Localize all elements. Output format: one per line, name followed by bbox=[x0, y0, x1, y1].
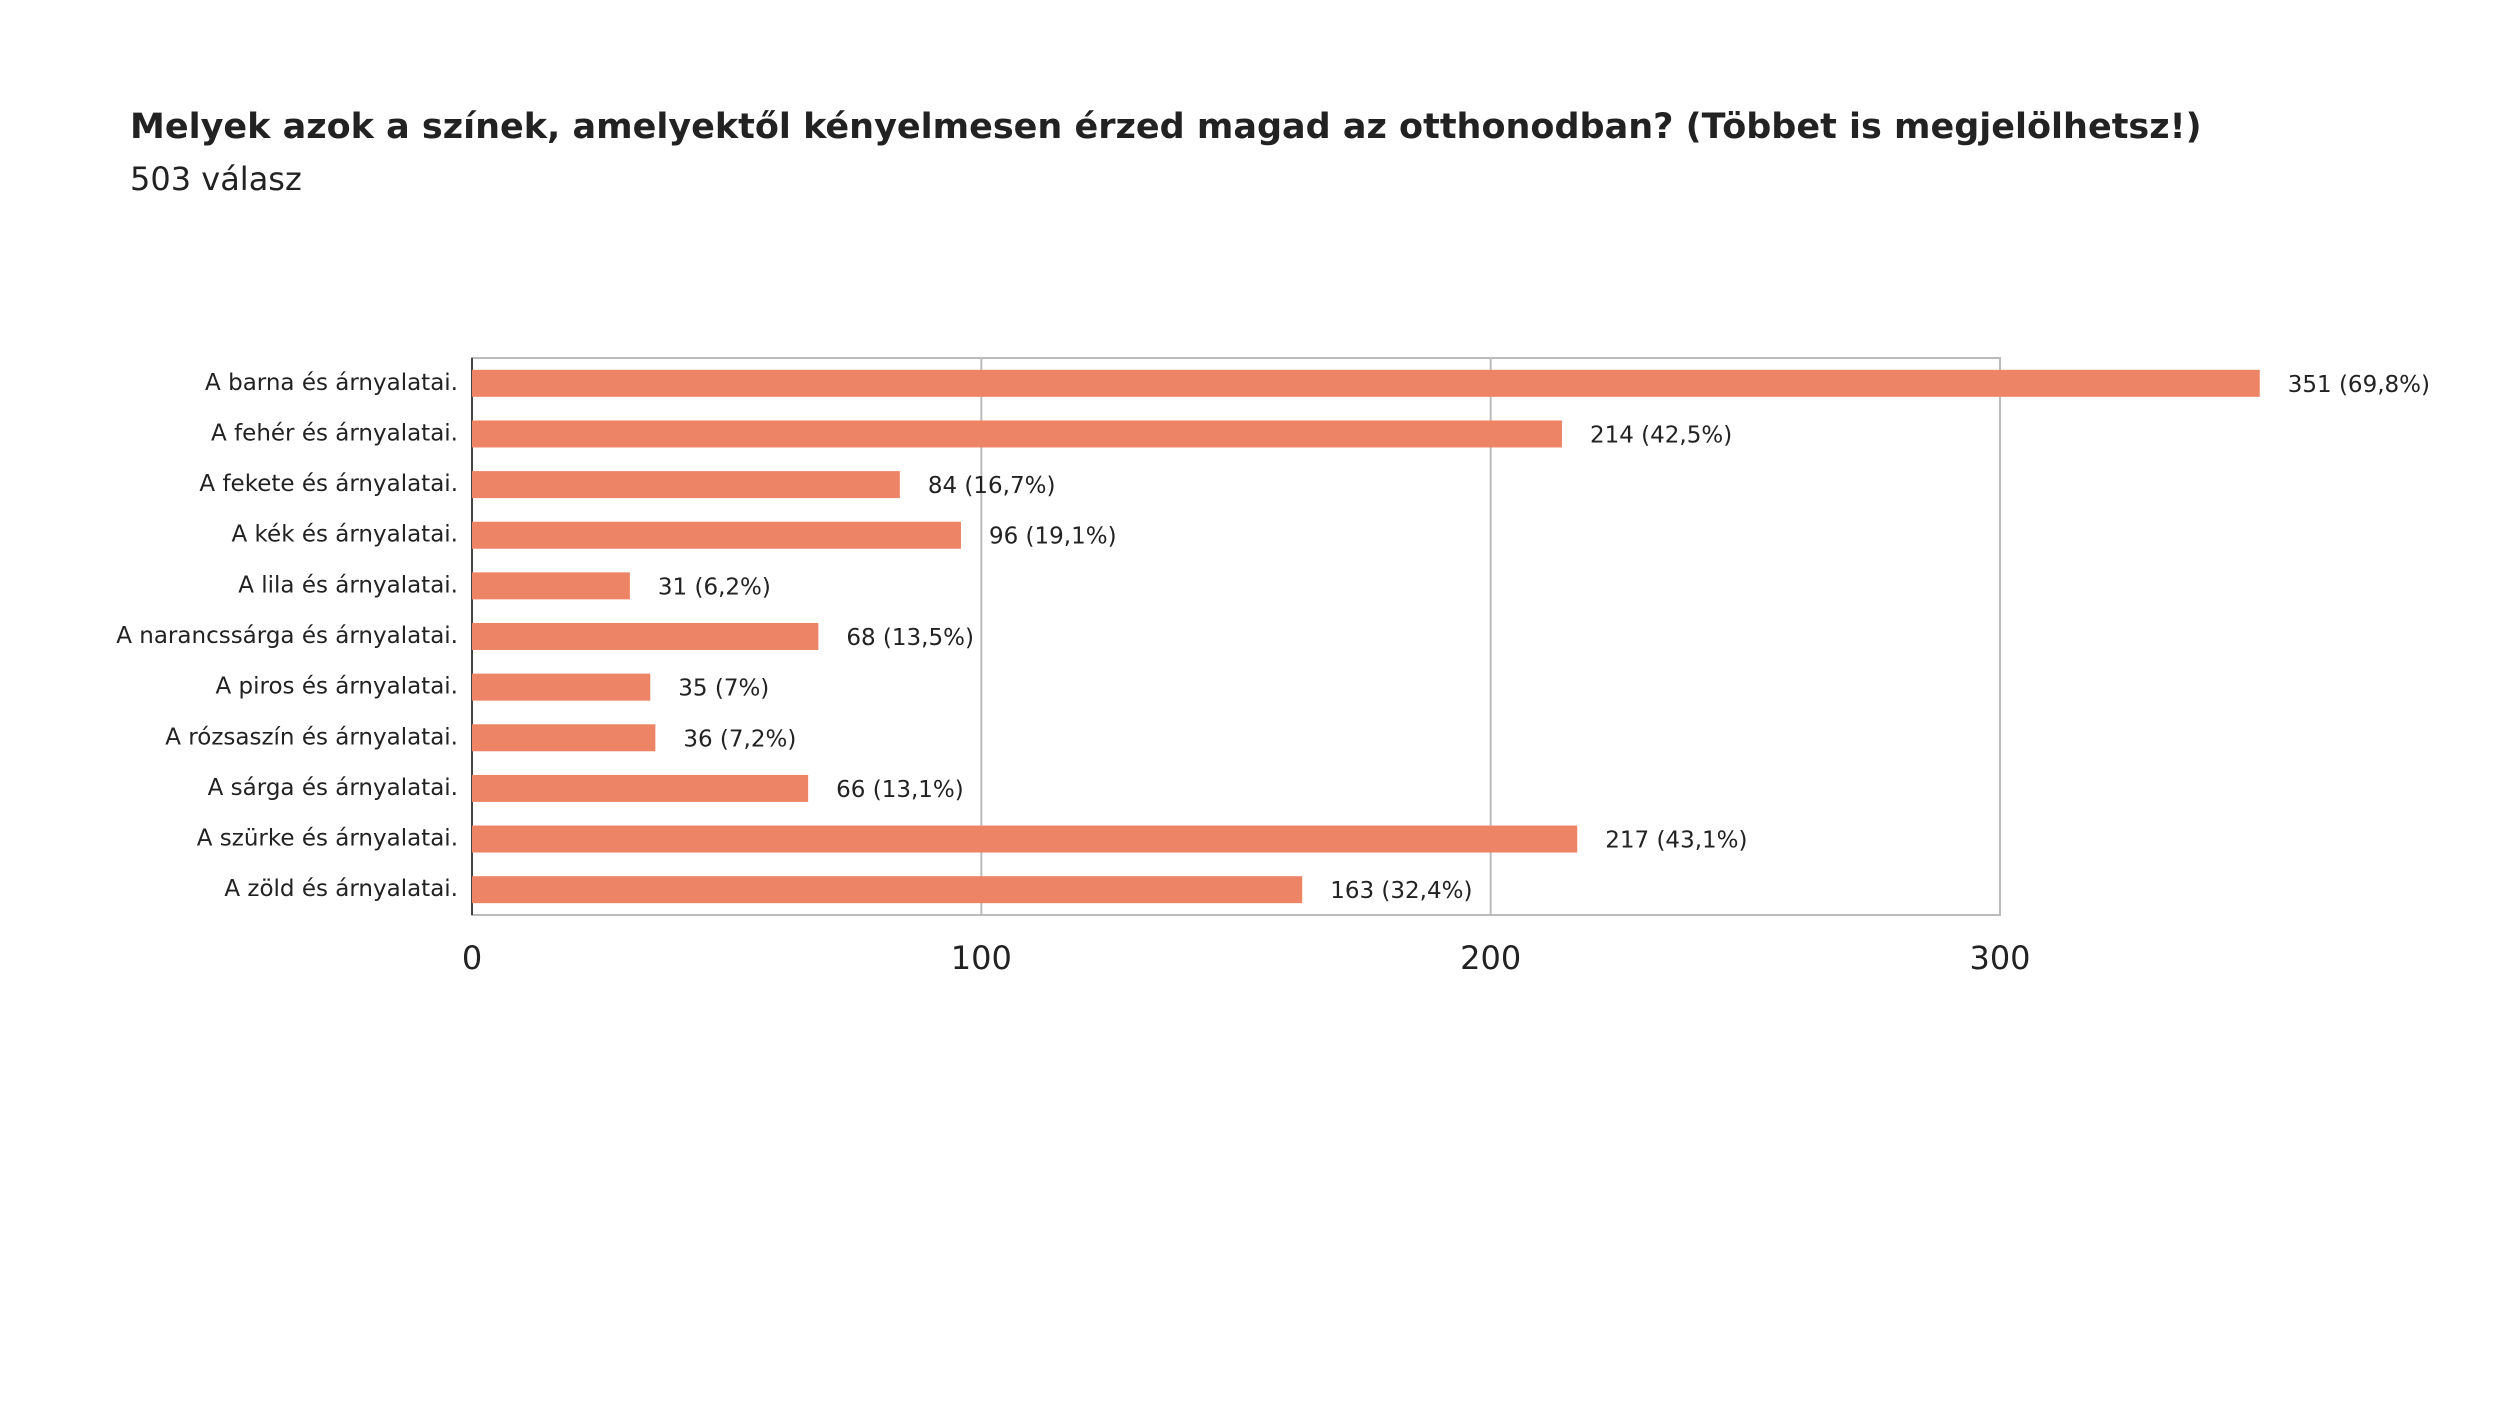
value-label: 68 (13,5%) bbox=[846, 625, 974, 651]
x-tick-label: 100 bbox=[951, 939, 1012, 977]
value-label: 36 (7,2%) bbox=[683, 726, 796, 752]
y-tick-label: A piros és árnyalatai. bbox=[215, 674, 458, 700]
y-tick-label: A kék és árnyalatai. bbox=[232, 522, 459, 548]
chart-subtitle: 503 válasz bbox=[130, 160, 302, 198]
bar bbox=[472, 774, 809, 802]
bar bbox=[472, 369, 2260, 397]
bar bbox=[472, 521, 961, 549]
bar bbox=[472, 420, 1562, 448]
bar bbox=[472, 876, 1303, 904]
value-label: 163 (32,4%) bbox=[1330, 878, 1472, 904]
value-label: 217 (43,1%) bbox=[1605, 828, 1747, 854]
value-label: 31 (6,2%) bbox=[658, 574, 771, 600]
bar bbox=[472, 673, 651, 701]
value-label: 96 (19,1%) bbox=[989, 524, 1117, 550]
y-tick-label: A lila és árnyalatai. bbox=[238, 572, 458, 598]
value-label: 84 (16,7%) bbox=[928, 473, 1056, 499]
y-tick-label: A zöld és árnyalatai. bbox=[224, 876, 458, 902]
y-tick-label: A fehér és árnyalatai. bbox=[211, 420, 458, 446]
y-tick-label: A sárga és árnyalatai. bbox=[208, 775, 458, 801]
y-tick-label: A szürke és árnyalatai. bbox=[197, 826, 458, 852]
bar bbox=[472, 623, 819, 650]
chart-title: Melyek azok a színek, amelyektől kényelm… bbox=[130, 107, 2202, 147]
value-label: 351 (69,8%) bbox=[2288, 372, 2430, 398]
x-tick-label: 300 bbox=[1969, 939, 2030, 977]
y-tick-label: A rózsaszín és árnyalatai. bbox=[165, 724, 458, 750]
value-label: 214 (42,5%) bbox=[1590, 422, 1732, 448]
x-tick-label: 200 bbox=[1460, 939, 1521, 977]
bar bbox=[472, 825, 1578, 853]
bar bbox=[472, 471, 900, 499]
bar bbox=[472, 724, 656, 752]
y-tick-label: A fekete és árnyalatai. bbox=[199, 471, 458, 497]
value-label: 35 (7%) bbox=[678, 676, 769, 702]
bar bbox=[472, 572, 630, 600]
y-tick-label: A narancssárga és árnyalatai. bbox=[116, 623, 458, 649]
value-label: 66 (13,1%) bbox=[836, 777, 964, 803]
y-tick-label: A barna és árnyalatai. bbox=[205, 370, 458, 396]
x-tick-label: 0 bbox=[462, 939, 482, 977]
